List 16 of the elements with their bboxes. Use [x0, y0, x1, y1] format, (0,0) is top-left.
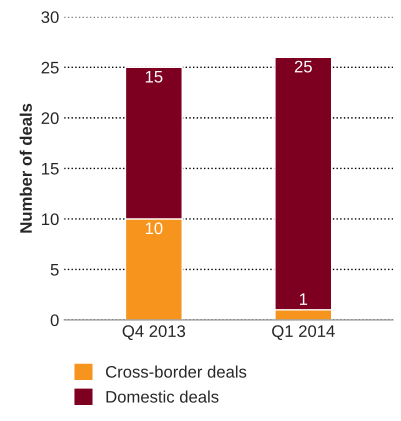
x-tick-label: Q4 2013 [122, 325, 186, 340]
data-label: 15 [146, 71, 162, 83]
y-tick-label: 25 [42, 62, 59, 74]
y-axis-title: Number of deals [20, 104, 32, 233]
data-label: 10 [146, 222, 162, 234]
y-tick-label: 30 [41, 11, 59, 24]
data-label: 25 [294, 60, 312, 73]
y-tick-label: 5 [50, 264, 59, 276]
legend-label: Domestic deals [106, 390, 218, 403]
y-tick-label: 20 [42, 112, 59, 124]
x-tick-label: Q1 2014 [272, 325, 335, 340]
y-tick-label: 0 [50, 314, 59, 326]
y-tick-label: 15 [42, 162, 59, 175]
y-tick-label: 10 [42, 213, 59, 226]
data-label: 1 [300, 293, 308, 305]
legend-label: Cross-border deals [106, 366, 246, 378]
